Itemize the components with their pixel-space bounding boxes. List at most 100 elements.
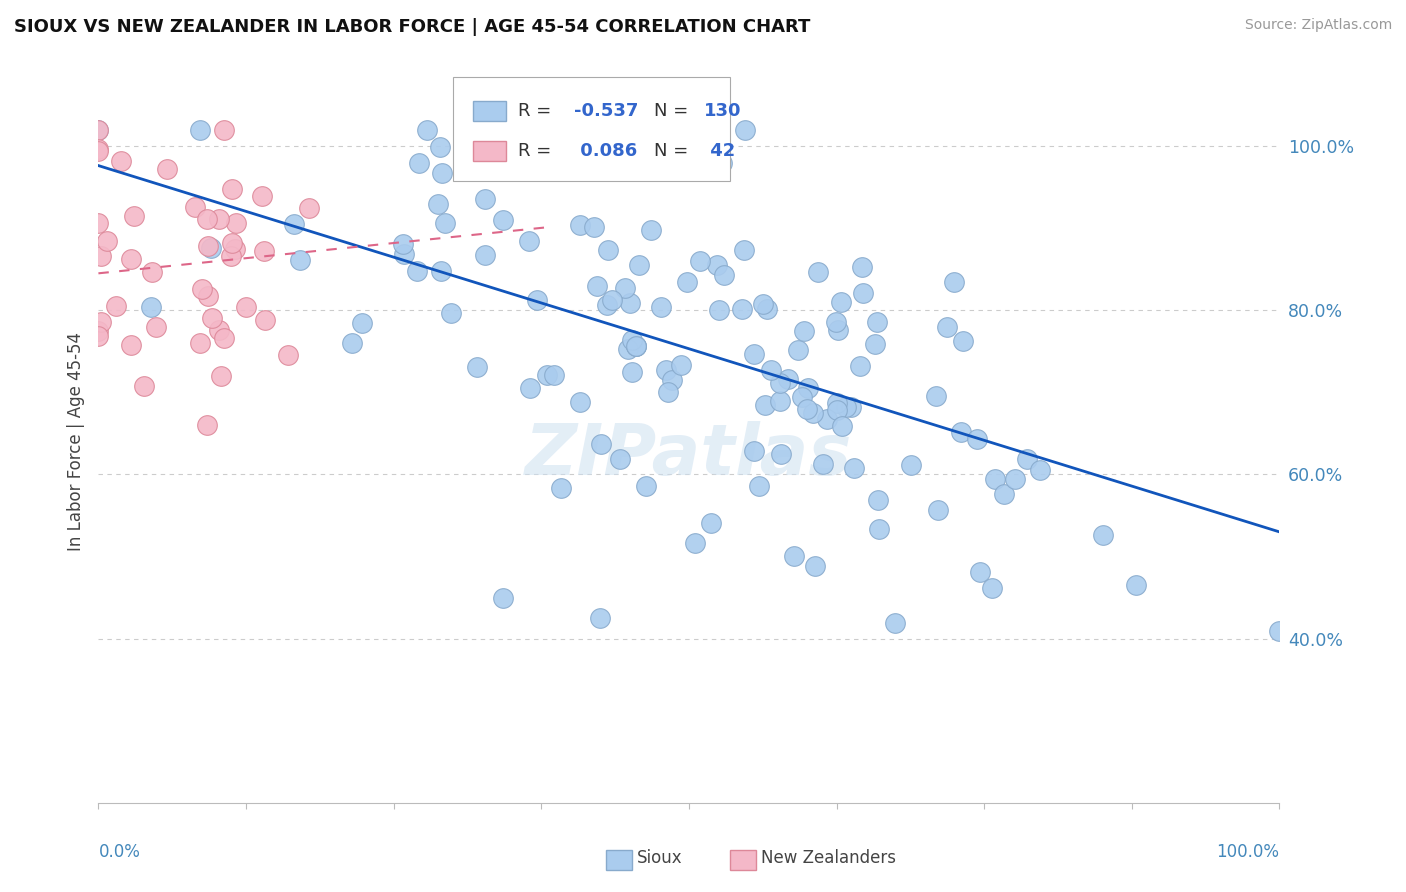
Point — [224, 242, 246, 256]
Point — [943, 276, 966, 290]
Text: R =: R = — [517, 102, 557, 120]
Point — [713, 268, 735, 282]
Text: 42: 42 — [704, 142, 735, 160]
Point — [569, 218, 592, 232]
Point — [700, 516, 723, 530]
Point — [145, 319, 167, 334]
Point — [831, 419, 853, 434]
Point — [492, 591, 515, 606]
Text: 0.0%: 0.0% — [98, 843, 141, 861]
Point — [350, 316, 373, 330]
Point — [221, 182, 243, 196]
Point — [868, 492, 890, 507]
Point — [426, 197, 449, 211]
Point — [197, 289, 219, 303]
Point — [869, 522, 891, 536]
Text: N =: N = — [654, 102, 693, 120]
Point — [122, 209, 145, 223]
Point — [827, 395, 849, 409]
Point — [707, 302, 730, 317]
Point — [277, 348, 299, 362]
Point — [619, 296, 641, 310]
Point — [807, 265, 830, 279]
Point — [221, 235, 243, 250]
Point — [340, 336, 363, 351]
Point — [616, 342, 638, 356]
Point — [1092, 527, 1115, 541]
Text: 100.0%: 100.0% — [1216, 843, 1279, 861]
Point — [925, 389, 948, 403]
Point — [1029, 463, 1052, 477]
Point — [650, 301, 672, 315]
Point — [661, 373, 683, 387]
Point — [776, 372, 799, 386]
Point — [408, 155, 430, 169]
Point — [141, 300, 163, 314]
Point — [835, 401, 858, 415]
Point — [620, 333, 643, 347]
Point — [626, 339, 648, 353]
Point — [517, 234, 540, 248]
Point — [851, 260, 873, 274]
Text: ZIPatlas: ZIPatlas — [526, 422, 852, 491]
Point — [568, 394, 591, 409]
Point — [254, 312, 277, 326]
Point — [866, 315, 889, 329]
Point — [120, 338, 142, 352]
Point — [655, 363, 678, 377]
Point — [839, 400, 862, 414]
Point — [219, 248, 242, 262]
Point — [536, 368, 558, 382]
Point — [797, 381, 820, 395]
Point — [1004, 472, 1026, 486]
Text: New Zealanders: New Zealanders — [761, 849, 896, 867]
Point — [406, 264, 429, 278]
Point — [465, 359, 488, 374]
Point — [609, 452, 631, 467]
Point — [212, 331, 235, 345]
Point — [434, 216, 457, 230]
Point — [208, 323, 231, 337]
Point — [546, 145, 568, 160]
Point — [734, 122, 756, 136]
Text: R =: R = — [517, 142, 557, 160]
Point — [1015, 451, 1038, 466]
Point — [583, 220, 606, 235]
Point — [770, 446, 793, 460]
Point — [984, 472, 1007, 486]
Point — [120, 252, 142, 267]
Point — [188, 336, 211, 351]
Point — [87, 144, 110, 158]
Point — [235, 300, 257, 314]
Point — [572, 154, 595, 169]
Point — [141, 265, 163, 279]
Point — [595, 298, 617, 312]
Point — [935, 320, 957, 334]
Text: -0.537: -0.537 — [575, 102, 638, 120]
Point — [640, 222, 662, 236]
Point — [849, 359, 872, 373]
Bar — [472, 141, 506, 161]
Point — [589, 611, 612, 625]
Point — [87, 142, 110, 156]
Point — [474, 192, 496, 206]
Point — [191, 282, 214, 296]
Y-axis label: In Labor Force | Age 45-54: In Labor Force | Age 45-54 — [66, 332, 84, 551]
Point — [132, 378, 155, 392]
Point — [200, 241, 222, 255]
Point — [657, 384, 679, 399]
Point — [90, 315, 112, 329]
Point — [527, 150, 550, 164]
Point — [394, 247, 416, 261]
Point — [793, 324, 815, 338]
Point — [782, 549, 804, 564]
Point — [754, 398, 776, 412]
Point — [756, 302, 779, 317]
Point — [526, 293, 548, 308]
Point — [981, 582, 1004, 596]
Point — [543, 368, 565, 382]
Point — [796, 401, 818, 416]
Point — [252, 244, 274, 259]
Point — [827, 323, 849, 337]
Point — [827, 402, 849, 417]
